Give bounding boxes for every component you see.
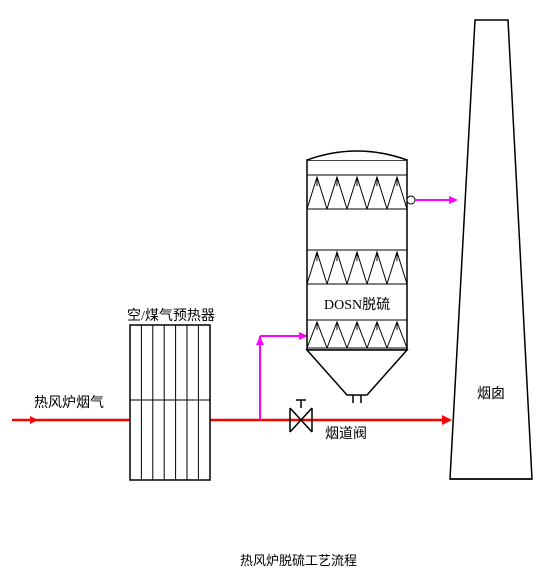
main-flow-line — [12, 415, 452, 425]
branch-flow-to-stack — [407, 196, 458, 204]
diagram-canvas: 空/煤气预热器 热风炉烟气 DOSN脱硫 烟道阀 烟囱 热风炉脱硫工艺流程 — [0, 0, 543, 579]
flue-valve — [290, 400, 312, 432]
preheater-label: 空/煤气预热器 — [127, 305, 215, 325]
scrubber-tower — [307, 151, 407, 403]
stack-label: 烟囱 — [477, 383, 505, 403]
scrubber-label: DOSN脱硫 — [324, 294, 390, 314]
branch-flow-to-scrubber — [256, 332, 315, 420]
valve-label: 烟道阀 — [325, 423, 367, 443]
inlet-label: 热风炉烟气 — [34, 392, 104, 412]
preheater — [130, 325, 210, 480]
stack — [450, 20, 532, 479]
process-diagram-svg — [0, 0, 543, 579]
diagram-title: 热风炉脱硫工艺流程 — [240, 550, 357, 569]
